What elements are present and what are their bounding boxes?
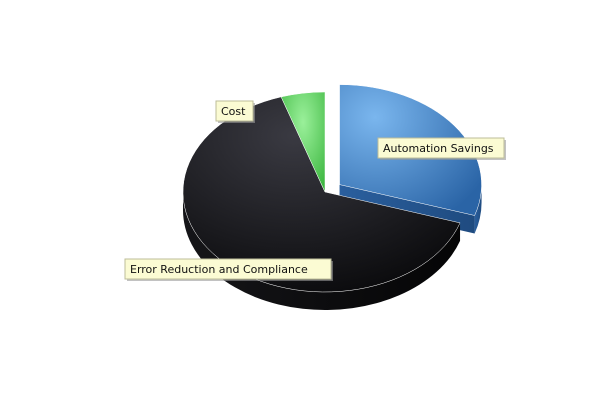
slice-label-0: Automation Savings xyxy=(377,137,506,160)
slice-label-box-0 xyxy=(377,137,505,159)
slice-label-1: Error Reduction and Compliance xyxy=(124,258,333,281)
slice-label-2: Cost xyxy=(215,100,255,123)
slice-label-text-1: Error Reduction and Compliance xyxy=(130,263,308,276)
pie-slice-2[interactable] xyxy=(280,91,326,193)
slice-label-text-0: Automation Savings xyxy=(383,142,494,155)
slice-label-box-2 xyxy=(215,100,254,122)
labels-layer: Automation Savings Error Reduction and Co… xyxy=(124,100,506,281)
slice-label-box-1 xyxy=(124,258,332,280)
pie-slice-side-0 xyxy=(474,184,482,234)
slice-label-text-2: Cost xyxy=(221,105,246,118)
